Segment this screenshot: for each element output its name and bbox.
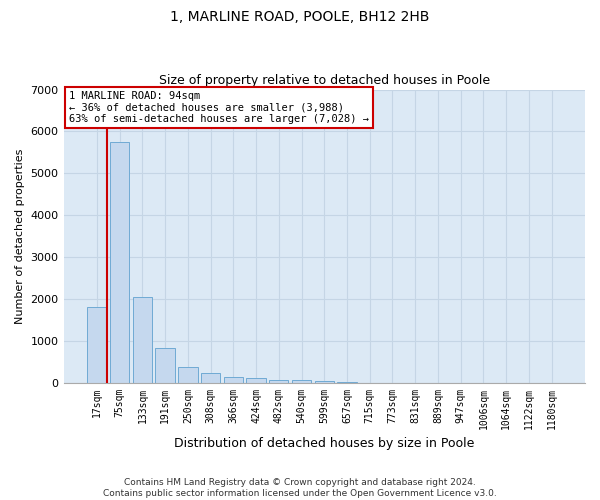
Bar [269,380,289,382]
Bar [110,142,130,382]
Bar [292,380,311,382]
Text: Contains HM Land Registry data © Crown copyright and database right 2024.
Contai: Contains HM Land Registry data © Crown c… [103,478,497,498]
Bar [133,297,152,382]
Bar [224,377,243,382]
Bar [247,378,266,382]
Text: 1, MARLINE ROAD, POOLE, BH12 2HB: 1, MARLINE ROAD, POOLE, BH12 2HB [170,10,430,24]
Title: Size of property relative to detached houses in Poole: Size of property relative to detached ho… [159,74,490,87]
Y-axis label: Number of detached properties: Number of detached properties [15,148,25,324]
Bar [87,308,107,382]
Text: 1 MARLINE ROAD: 94sqm
← 36% of detached houses are smaller (3,988)
63% of semi-d: 1 MARLINE ROAD: 94sqm ← 36% of detached … [69,91,369,124]
Bar [201,373,220,382]
X-axis label: Distribution of detached houses by size in Poole: Distribution of detached houses by size … [174,437,475,450]
Bar [155,348,175,382]
Bar [178,367,197,382]
